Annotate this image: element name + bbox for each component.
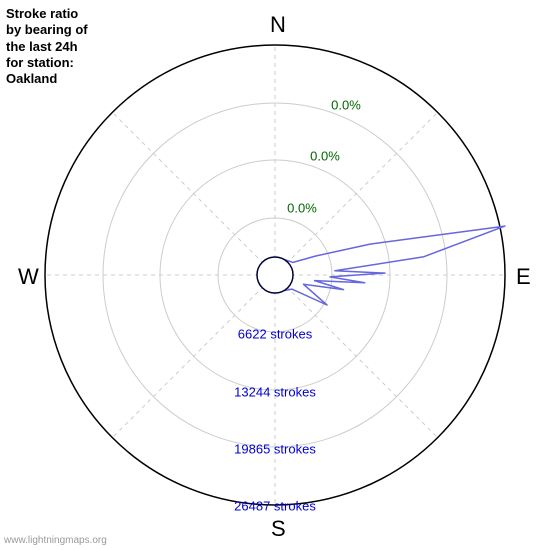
ring-label-strokes: 26487 strokes: [234, 499, 316, 514]
cardinal-e: E: [516, 264, 531, 290]
rose-series: [257, 226, 505, 305]
cardinal-w: W: [18, 264, 39, 290]
cardinal-n: N: [270, 12, 286, 38]
cardinal-s: S: [271, 516, 286, 542]
ring-label-pct: 0.0%: [287, 201, 317, 216]
ring-label-pct: 0.0%: [310, 149, 340, 164]
source-footer: www.lightningmaps.org: [4, 535, 107, 546]
spoke: [112, 275, 275, 438]
ring-label-strokes: 19865 strokes: [234, 442, 316, 457]
spoke: [112, 112, 275, 275]
polar-rose-chart: [0, 0, 550, 550]
ring-label-pct: 0.0%: [331, 98, 361, 113]
spoke: [275, 112, 438, 275]
hub-circle: [257, 257, 293, 293]
ring-label-strokes: 6622 strokes: [238, 327, 312, 342]
ring-label-strokes: 13244 strokes: [234, 385, 316, 400]
spoke: [275, 275, 438, 438]
